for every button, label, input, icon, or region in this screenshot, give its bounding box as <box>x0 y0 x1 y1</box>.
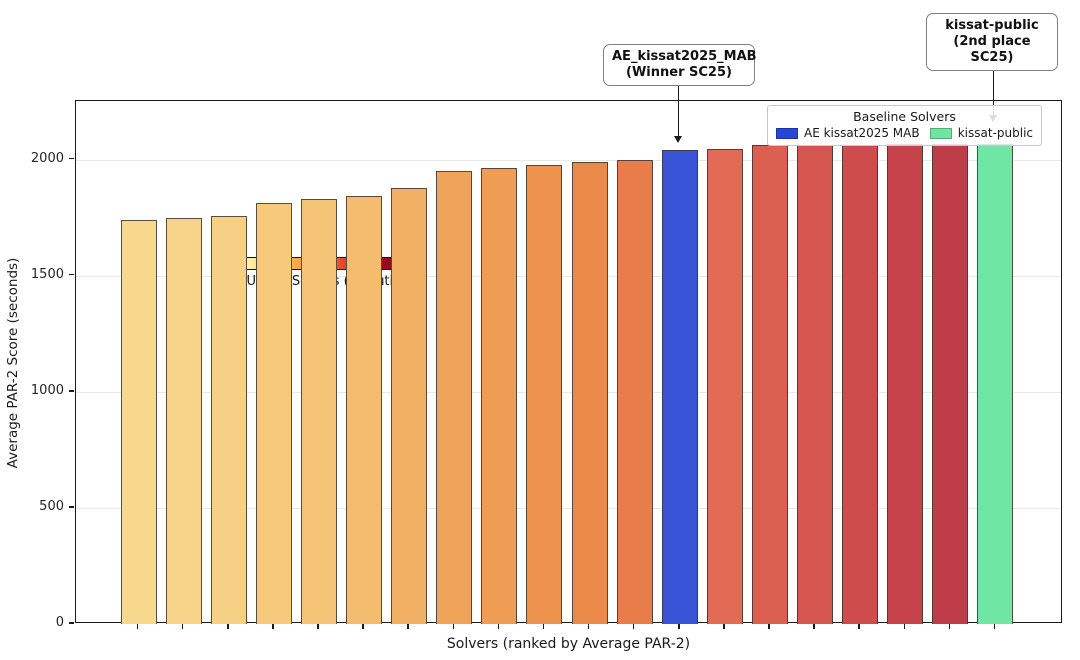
x-tick-mark-4 <box>272 624 274 629</box>
y-tick-label-0: 0 <box>55 615 64 630</box>
x-tick-mark-2 <box>181 624 184 629</box>
bar-rank-4 <box>255 203 292 624</box>
bar-rank-10 <box>526 165 563 624</box>
bar-rank-6 <box>346 196 382 624</box>
x-tick-mark-18 <box>903 624 906 629</box>
x-tick-mark-9 <box>497 624 500 629</box>
y-tick-label-2000: 2000 <box>30 150 64 166</box>
annotation-kissat-public: kissat-public (2nd place SC25) <box>926 13 1058 71</box>
bar-rank-11 <box>571 161 608 624</box>
plot-area: SATLUTION Solvers (Evolution) <box>75 100 1062 624</box>
annotation-kissat-line2: (2nd place SC25) <box>953 34 1031 65</box>
x-tick-mark-3 <box>227 624 229 629</box>
bar-rank-16 <box>797 144 833 624</box>
bar-rank-7 <box>391 187 428 624</box>
x-tick-mark-6 <box>362 624 364 629</box>
y-tick-label-500: 500 <box>39 498 64 514</box>
x-tick-mark-16 <box>813 624 815 629</box>
legend-swatch-icon <box>929 127 952 139</box>
bar-rank-5 <box>300 198 337 624</box>
x-tick-mark-12 <box>632 624 635 629</box>
legend-entry-label: kissat-public <box>957 126 1033 140</box>
y-tick-mark-1000 <box>69 389 74 392</box>
annotation-winner-line2: (Winner SC25) <box>626 65 732 80</box>
legend-entry-label: AE kissat2025 MAB <box>804 126 920 140</box>
annotation-winner: AE_kissat2025_MAB (Winner SC25) <box>603 44 757 86</box>
bar-rank-20-kissat-public <box>977 144 1014 624</box>
x-tick-mark-14 <box>723 624 725 629</box>
y-tick-label-1000: 1000 <box>30 382 64 398</box>
legend-swatch-icon <box>776 127 798 139</box>
x-tick-mark-1 <box>136 624 139 629</box>
legend-entry-kissat-public: kissat-public <box>929 126 1033 140</box>
gridline-2000 <box>76 159 1061 161</box>
annotation-kissat-line1: kissat-public <box>945 18 1039 33</box>
legend-entry-ae-kissat2025-mab: AE kissat2025 MAB <box>776 126 920 140</box>
bar-rank-17 <box>842 144 879 624</box>
gridline-1000 <box>76 391 1061 393</box>
x-tick-mark-11 <box>587 624 590 629</box>
bar-rank-13-ae-kissat2025-mab <box>661 149 698 624</box>
x-tick-mark-5 <box>317 624 319 629</box>
bar-rank-2 <box>165 218 202 624</box>
gridline-500 <box>76 507 1061 509</box>
legend-entries: AE kissat2025 MAB kissat-public <box>776 126 1033 140</box>
x-tick-mark-13 <box>678 624 680 629</box>
bar-rank-14 <box>706 148 743 624</box>
x-tick-mark-15 <box>768 624 770 629</box>
x-tick-mark-20 <box>993 624 996 629</box>
y-tick-mark-500 <box>69 506 74 508</box>
y-tick-mark-2000 <box>69 157 74 160</box>
x-tick-mark-8 <box>452 624 455 629</box>
x-tick-mark-10 <box>542 624 545 629</box>
bar-rank-12 <box>616 159 653 624</box>
legend-title: Baseline Solvers <box>853 109 956 124</box>
arrow-down-icon <box>674 136 683 143</box>
bar-rank-9 <box>481 168 518 624</box>
bar-rank-3 <box>210 216 247 624</box>
y-tick-label-1500: 1500 <box>30 266 64 282</box>
bar-rank-8 <box>436 170 473 624</box>
bar-rank-19 <box>932 144 969 624</box>
bar-rank-18 <box>887 144 924 624</box>
bar-rank-15 <box>751 144 788 624</box>
x-axis-label: Solvers (ranked by Average PAR-2) <box>446 636 691 652</box>
x-tick-mark-19 <box>948 624 951 629</box>
annotation-winner-arrow <box>674 82 683 143</box>
x-tick-mark-7 <box>407 624 409 629</box>
y-tick-mark-0 <box>69 622 74 624</box>
baseline-solvers-legend: Baseline Solvers AE kissat2025 MAB kissat… <box>767 105 1042 146</box>
annotation-winner-line1: AE_kissat2025_MAB <box>612 49 757 64</box>
y-tick-mark-1500 <box>69 273 74 276</box>
x-tick-mark-17 <box>858 624 860 629</box>
gridline-1500 <box>76 275 1061 277</box>
y-axis-label: Average PAR-2 Score (seconds) <box>5 257 21 469</box>
bar-rank-1 <box>120 219 157 624</box>
